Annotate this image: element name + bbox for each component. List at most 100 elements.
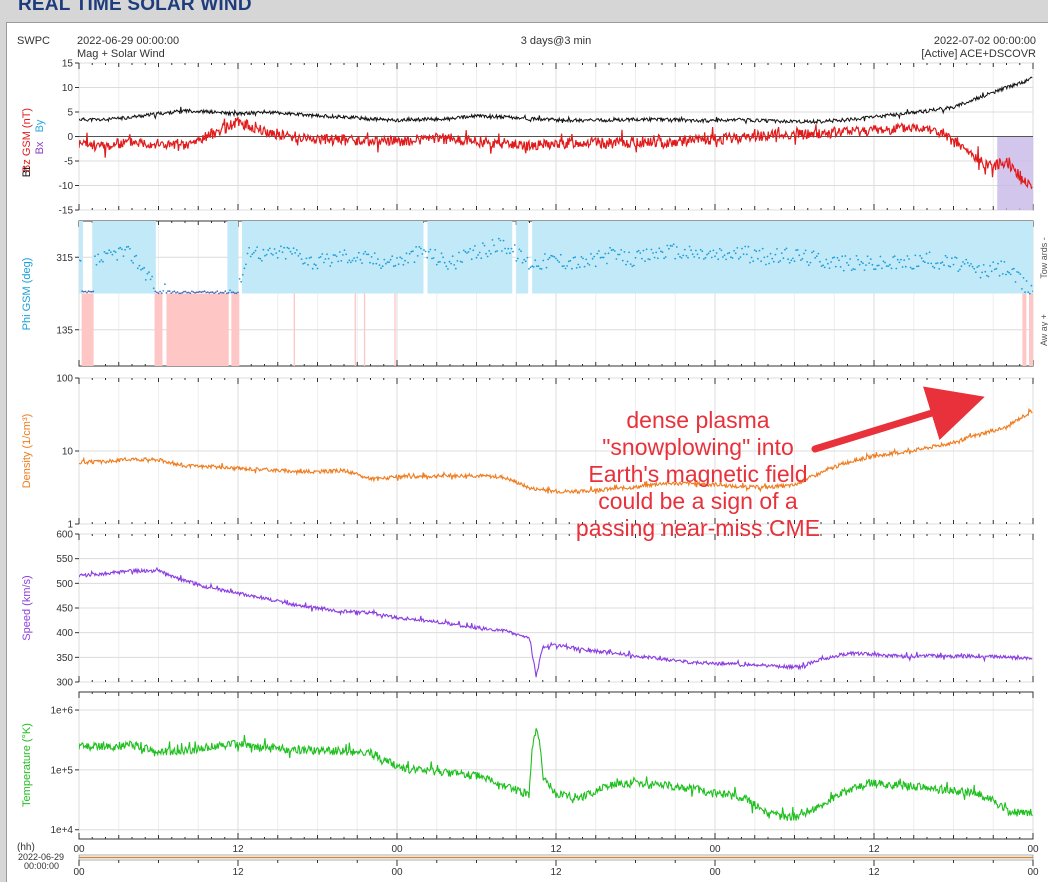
phi-point	[232, 291, 235, 294]
phi-point	[295, 249, 298, 251]
phi-point	[152, 287, 155, 290]
phi-point	[753, 249, 756, 252]
phi-point	[1016, 271, 1018, 273]
phi-point	[992, 261, 995, 264]
phi-point	[329, 265, 332, 267]
phi-point	[86, 291, 88, 294]
phi-point	[696, 253, 699, 256]
phi-point	[288, 247, 290, 250]
phi-point	[84, 290, 87, 293]
phi-point	[302, 262, 305, 265]
phi-point	[749, 261, 751, 264]
phi-point	[908, 258, 910, 260]
phi-point	[429, 248, 432, 251]
phi-point	[205, 291, 208, 294]
phi-point	[323, 261, 325, 264]
phi-point	[904, 265, 907, 268]
phi-point	[95, 263, 98, 266]
phi-point	[881, 267, 883, 270]
phi-point	[566, 265, 568, 267]
phi-point	[966, 261, 969, 264]
phi-point	[633, 264, 635, 267]
phi-point	[526, 256, 529, 259]
phi-point	[860, 260, 863, 263]
phi-point	[869, 258, 872, 260]
phi-point	[941, 261, 944, 264]
phi-point	[377, 258, 379, 260]
phi-point	[710, 256, 713, 259]
phi-point	[226, 292, 228, 295]
phi-point	[529, 266, 532, 269]
phi-point	[397, 263, 400, 266]
phi-point	[105, 252, 107, 255]
y-tick-label: 500	[56, 579, 73, 590]
phi-point	[874, 268, 877, 271]
phi-point	[315, 264, 317, 267]
phi-point	[218, 292, 220, 295]
phi-point	[660, 250, 662, 253]
phi-point	[94, 255, 96, 258]
phi-point	[186, 291, 189, 294]
header-bar	[0, 0, 1048, 20]
phi-point	[683, 248, 686, 251]
phi-point	[951, 257, 953, 260]
phi-point	[237, 291, 239, 294]
phi-point	[628, 251, 630, 254]
phi-point	[456, 260, 459, 262]
phi-point	[591, 257, 594, 260]
phi-point	[641, 257, 643, 260]
phi-point	[87, 290, 90, 293]
phi-point	[707, 252, 710, 255]
phi-point	[270, 252, 273, 255]
phi-point	[895, 267, 898, 270]
phi-point	[761, 247, 764, 250]
phi-point	[580, 256, 583, 258]
phi-point	[356, 256, 359, 259]
phi-point	[765, 263, 767, 266]
phi-point	[971, 265, 974, 268]
phi-point	[722, 256, 724, 258]
phi-point	[424, 250, 427, 253]
phi-point	[795, 249, 797, 252]
bottom-ticks: 00 12 00 12 00 12 00 00 12 00 12 00 12 00	[73, 844, 1039, 878]
phi-point	[844, 255, 847, 257]
phi-point	[388, 261, 390, 264]
phi-point	[1025, 280, 1028, 282]
phi-point	[408, 252, 411, 255]
phi-point	[828, 267, 831, 269]
phi-point	[1032, 290, 1033, 293]
phi-point	[669, 244, 672, 247]
phi-point	[982, 264, 985, 266]
phi-point	[97, 253, 99, 256]
mag-ylabel: Bz GSM (nT)	[21, 108, 33, 172]
phi-point	[952, 263, 955, 266]
phi-point	[507, 247, 510, 250]
phi-point	[769, 252, 772, 255]
phi-point	[963, 263, 966, 265]
phi-point	[253, 251, 255, 254]
toward-band	[241, 221, 424, 294]
phi-point	[763, 256, 766, 259]
phi-point	[90, 290, 93, 293]
phi-point	[178, 292, 181, 295]
phi-point	[98, 260, 101, 263]
phi-point	[938, 268, 941, 270]
series-temperature	[79, 728, 1033, 821]
phi-point	[871, 263, 874, 266]
phi-point	[308, 257, 311, 259]
phi-point	[916, 265, 918, 268]
phi-point	[1017, 271, 1020, 274]
phi-point	[615, 258, 618, 260]
phi-point	[555, 257, 557, 260]
phi-point	[501, 250, 503, 252]
phi-point	[373, 252, 376, 255]
phi-point	[699, 248, 702, 251]
phi-point	[542, 259, 545, 262]
phi-point	[451, 255, 454, 258]
phi-point	[181, 291, 184, 294]
phi-point	[127, 245, 130, 248]
phi-point	[505, 252, 508, 255]
phi-point	[450, 262, 452, 265]
phi-point	[238, 278, 241, 280]
